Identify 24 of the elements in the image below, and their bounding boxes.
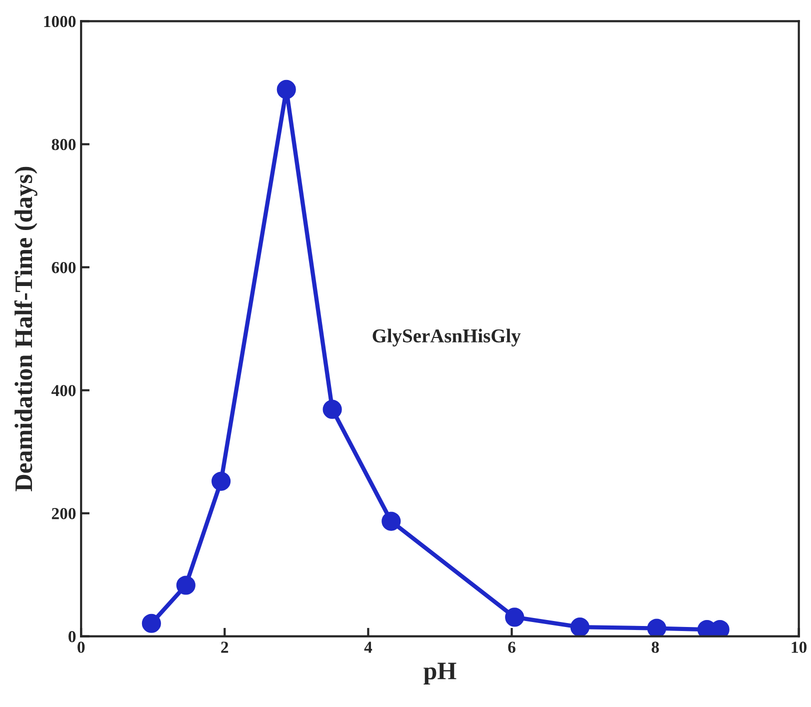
point	[505, 608, 524, 627]
y-tick-label: 1000	[44, 16, 76, 28]
y-tick-label: 800	[52, 138, 76, 150]
x-tick-label: 4	[364, 642, 372, 653]
point	[647, 618, 666, 636]
point	[142, 614, 161, 633]
x-tick-label: 6	[508, 642, 516, 653]
point	[176, 576, 196, 595]
point	[212, 472, 231, 491]
x-tick-label: 8	[652, 642, 659, 653]
x-tick-label: 0	[78, 642, 85, 653]
x-tick-label: 10	[792, 642, 807, 653]
x-tick-label: 2	[221, 642, 228, 653]
y-tick-label: 0	[68, 631, 76, 642]
point	[322, 400, 342, 419]
point	[570, 618, 590, 636]
point	[276, 80, 296, 100]
x-axis-title: pH	[424, 662, 456, 685]
point	[382, 512, 401, 531]
y-axis-title: Deamidation Half-Time (days)	[14, 166, 38, 492]
y-tick-label: 600	[52, 262, 76, 274]
annotation: GlySerAsnHisGly	[372, 328, 521, 346]
y-tick-label: 400	[51, 384, 76, 396]
y-tick-label: 200	[52, 508, 76, 520]
